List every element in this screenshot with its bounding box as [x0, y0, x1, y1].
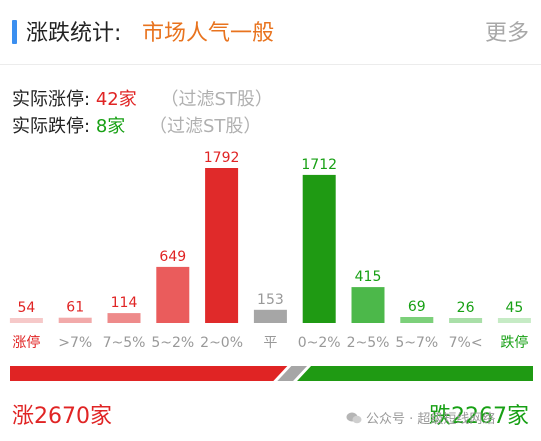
category-label-10: 跌停 — [500, 334, 528, 351]
limit-down-filter-note: （过滤ST股） — [149, 116, 262, 137]
category-label-6: 0~2% — [298, 335, 341, 351]
category-label-4: 2~0% — [200, 335, 243, 351]
panel-header: 涨跌统计: 市场人气一般 更多 — [0, 0, 541, 65]
header-accent-bar — [12, 20, 17, 44]
market-mood-label: 市场人气一般 — [142, 21, 275, 46]
bar-6 — [302, 174, 336, 323]
category-label-5: 平 — [263, 335, 277, 351]
bar-10 — [497, 318, 531, 323]
flat-proportion-bar — [277, 366, 308, 381]
panel-title: 涨跌统计: — [26, 21, 122, 46]
bar-2 — [107, 313, 141, 323]
bar-value-label-5: 153 — [257, 292, 284, 308]
category-label-2: 7~5% — [103, 335, 146, 351]
bar-value-label-7: 415 — [355, 269, 382, 285]
bar-8 — [400, 317, 434, 323]
bar-value-label-2: 114 — [111, 295, 138, 311]
bar-9 — [449, 318, 483, 323]
wechat-icon — [346, 412, 362, 424]
watermark: 公众号 · 超级短线网络 — [346, 408, 495, 427]
limit-up-stat: 实际涨停: 42家 （过滤ST股） — [12, 85, 273, 111]
limit-down-value: 8家 — [95, 116, 126, 137]
bar-value-label-6: 1712 — [301, 157, 337, 173]
bar-value-label-9: 26 — [457, 300, 475, 316]
bar-4 — [205, 168, 239, 323]
fall-total-label: 跌2267家 — [429, 404, 529, 429]
category-label-0: 涨停 — [12, 334, 40, 351]
bar-value-label-1: 61 — [66, 300, 84, 316]
bar-7 — [351, 287, 385, 323]
bar-value-label-10: 45 — [505, 300, 523, 316]
limit-up-filter-note: （过滤ST股） — [160, 89, 273, 110]
bar-3 — [156, 266, 190, 323]
category-label-8: 5~7% — [395, 335, 438, 351]
bar-5 — [253, 309, 287, 323]
limit-up-value: 42家 — [95, 89, 137, 110]
watermark-text: 公众号 · 超级短线网络 — [366, 412, 496, 427]
limit-up-label: 实际涨停: — [12, 89, 91, 110]
category-label-1: >7% — [58, 335, 92, 351]
category-label-7: 2~5% — [347, 335, 390, 351]
category-label-3: 5~2% — [151, 335, 194, 351]
bar-0 — [9, 318, 43, 323]
bar-1 — [58, 317, 92, 323]
rise-proportion-bar — [10, 366, 288, 381]
bar-value-label-0: 54 — [17, 300, 35, 316]
limit-down-stat: 实际跌停: 8家 （过滤ST股） — [12, 112, 261, 138]
bar-value-label-3: 649 — [159, 249, 186, 265]
more-button[interactable]: 更多 — [484, 21, 529, 46]
bar-value-label-8: 69 — [408, 299, 426, 315]
limit-down-label: 实际跌停: — [12, 116, 91, 137]
bar-value-label-4: 1792 — [204, 150, 240, 166]
rise-total-label: 涨2670家 — [12, 404, 112, 429]
category-label-9: 7%< — [449, 335, 483, 351]
fall-proportion-bar — [297, 366, 533, 381]
